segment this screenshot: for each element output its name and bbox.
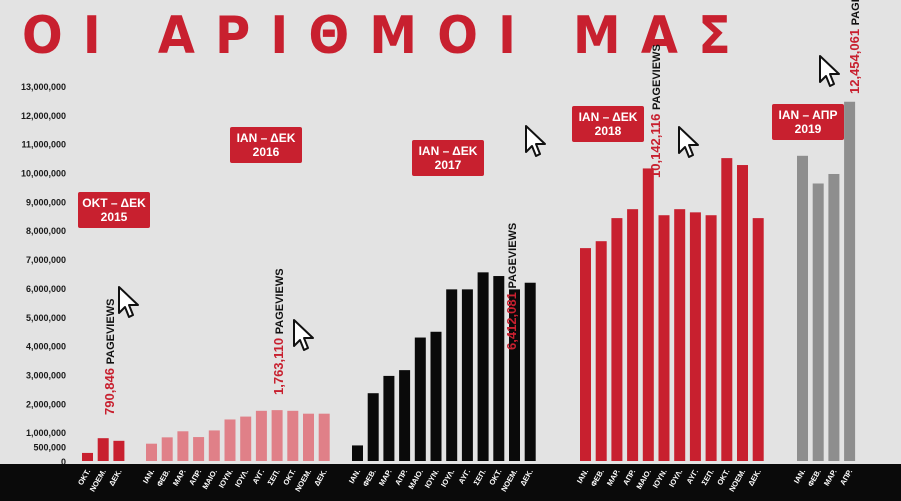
- bar: [828, 173, 840, 461]
- period-badge: ΙΑΝ – ΔΕΚ 2018: [572, 106, 644, 142]
- bar: [82, 452, 93, 461]
- y-tick-label: 13,000,000: [21, 82, 66, 92]
- y-tick-label: 0: [61, 457, 66, 467]
- bar: [477, 272, 489, 461]
- baseline-band: [0, 464, 901, 501]
- bar: [287, 410, 299, 461]
- peak-label: 1,763,110 PAGEVIEWS: [271, 268, 287, 395]
- pageviews-word: PAGEVIEWS: [274, 268, 286, 335]
- bar: [446, 289, 458, 461]
- cursor-icon: [678, 126, 699, 158]
- peak-label: 12,454,061 PAGEVIEWS: [847, 0, 863, 94]
- bar: [113, 440, 125, 461]
- peak-value: 1,763,110: [271, 334, 286, 395]
- y-axis: 0 500,000 1,000,000 2,000,000 3,000,000 4,000…: [21, 82, 66, 467]
- bar: [303, 413, 314, 461]
- y-tick-label: 10,000,000: [21, 169, 66, 179]
- bar: [674, 209, 686, 461]
- bar: [367, 393, 379, 461]
- pageviews-word: PAGEVIEWS: [850, 0, 862, 25]
- y-tick-label: 500,000: [33, 443, 66, 453]
- bar: [271, 410, 283, 461]
- bar: [352, 445, 363, 461]
- y-tick-label: 11,000,000: [21, 140, 66, 150]
- bar: [461, 289, 473, 461]
- bar: [255, 410, 267, 461]
- period-badge: ΟΚΤ – ΔΕΚ 2015: [78, 192, 150, 228]
- bar: [509, 289, 520, 461]
- bar: [414, 337, 426, 461]
- bars: [82, 101, 856, 462]
- y-tick-label: 5,000,000: [26, 313, 66, 323]
- bar: [208, 430, 220, 461]
- bar: [524, 282, 536, 461]
- peak-value: 10,142,116: [648, 110, 663, 178]
- bar: [161, 437, 173, 461]
- cursor-icon: [118, 286, 139, 318]
- bar: [224, 419, 236, 461]
- pageviews-word: PAGEVIEWS: [105, 298, 117, 365]
- bar: [642, 168, 654, 461]
- bar: [318, 413, 330, 461]
- bar: [493, 276, 505, 461]
- period-badge: ΙΑΝ – ΑΠΡ 2019: [772, 104, 844, 140]
- bar: [240, 416, 252, 461]
- y-tick-label: 2,000,000: [26, 399, 66, 409]
- bar: [193, 437, 205, 461]
- pageviews-word: PAGEVIEWS: [507, 222, 519, 289]
- bar: [383, 375, 395, 461]
- bar: [399, 370, 411, 461]
- y-tick-label: 9,000,000: [26, 197, 66, 207]
- bar: [737, 165, 748, 462]
- chart-title: ΟΙ ΑΡΙΘΜΟΙ ΜΑΣ: [22, 6, 752, 66]
- bar: [689, 212, 701, 461]
- y-tick-label: 1,000,000: [26, 428, 66, 438]
- y-tick-label: 7,000,000: [26, 255, 66, 265]
- y-tick-label: 8,000,000: [26, 226, 66, 236]
- bar: [595, 241, 607, 461]
- bar: [812, 183, 824, 461]
- cursor-icon: [819, 55, 840, 87]
- y-tick-label: 12,000,000: [21, 111, 66, 121]
- peak-label: 790,846 PAGEVIEWS: [102, 298, 118, 415]
- bar: [797, 155, 808, 462]
- bar: [580, 248, 591, 461]
- bar: [97, 438, 109, 461]
- period-badge: ΙΑΝ – ΔΕΚ 2016: [230, 127, 302, 163]
- peak-label: 6,412,081 PAGEVIEWS: [504, 222, 520, 350]
- peak-label: 10,142,116 PAGEVIEWS: [648, 44, 664, 178]
- period-badge: ΙΑΝ – ΔΕΚ 2017: [412, 140, 484, 176]
- bar: [721, 158, 733, 461]
- bar: [627, 209, 639, 461]
- peak-value: 12,454,061: [847, 25, 862, 94]
- bar: [752, 218, 764, 461]
- peak-value: 6,412,081: [504, 288, 519, 350]
- y-tick-label: 4,000,000: [26, 342, 66, 352]
- y-tick-label: 6,000,000: [26, 284, 66, 294]
- bar: [177, 431, 189, 461]
- bar: [844, 101, 856, 462]
- pageviews-word: PAGEVIEWS: [651, 44, 663, 111]
- bar: [705, 215, 717, 461]
- bar: [430, 331, 442, 461]
- cursor-icon: [525, 125, 546, 157]
- y-tick-label: 3,000,000: [26, 370, 66, 380]
- cursor-icon: [293, 319, 314, 351]
- peak-value: 790,846: [102, 364, 117, 415]
- bar: [658, 215, 670, 461]
- bar: [611, 218, 623, 461]
- bar: [146, 443, 157, 461]
